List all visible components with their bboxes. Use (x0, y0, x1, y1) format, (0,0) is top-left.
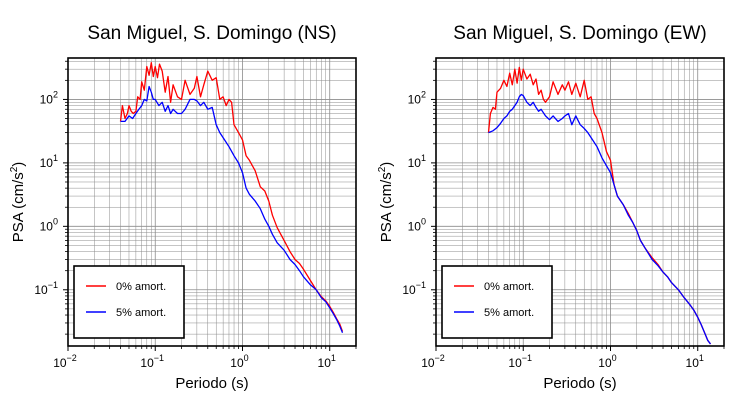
y-axis-label: PSA (cm/s2) (377, 162, 395, 243)
y-tick-label: 100 (408, 216, 426, 233)
x-tick-label: 10−1 (140, 353, 164, 370)
x-tick-label: 101 (686, 353, 704, 370)
x-tick-label: 10−2 (421, 353, 445, 370)
x-tick-label: 10−1 (508, 353, 532, 370)
x-tick-label: 101 (318, 353, 336, 370)
series-line-blue (488, 93, 712, 345)
legend-label: 5% amort. (116, 307, 166, 319)
y-tick-label: 10−1 (402, 280, 426, 297)
legend: 0% amort. 5% amort. (73, 265, 185, 339)
chart-panel-1: 10−2 10−1 100 101 10−1 100 101 102 San Miguel, S… (9, 23, 357, 392)
chart-panel-2: 10−2 10−1 100 101 10−1 100 101 102 San Miguel, S… (377, 23, 725, 392)
y-tick-label: 100 (40, 216, 58, 233)
y-tick-label: 101 (40, 153, 58, 170)
plot-frame (67, 57, 357, 347)
legend: 0% amort. 5% amort. (441, 265, 553, 339)
y-tick-label: 10−1 (34, 280, 58, 297)
legend-box (441, 265, 553, 339)
x-tick-label: 100 (598, 353, 616, 370)
legend-label: 5% amort. (484, 307, 534, 319)
legend-label: 0% amort. (484, 281, 534, 293)
chart-title: San Miguel, S. Domingo (NS) (87, 23, 336, 44)
plot-frame (435, 57, 725, 347)
series-line-red (119, 62, 344, 332)
y-tick-label: 102 (40, 89, 58, 106)
legend-box (73, 265, 185, 339)
x-axis-label: Periodo (s) (543, 375, 616, 392)
x-tick-label: 100 (230, 353, 248, 370)
chart-title: San Miguel, S. Domingo (EW) (453, 23, 706, 44)
series-line-blue (120, 85, 344, 334)
x-tick-label: 10−2 (53, 353, 77, 370)
y-tick-label: 102 (408, 89, 426, 106)
legend-label: 0% amort. (116, 281, 166, 293)
y-axis-label: PSA (cm/s2) (9, 162, 27, 243)
y-tick-label: 101 (408, 153, 426, 170)
x-axis-label: Periodo (s) (175, 375, 248, 392)
